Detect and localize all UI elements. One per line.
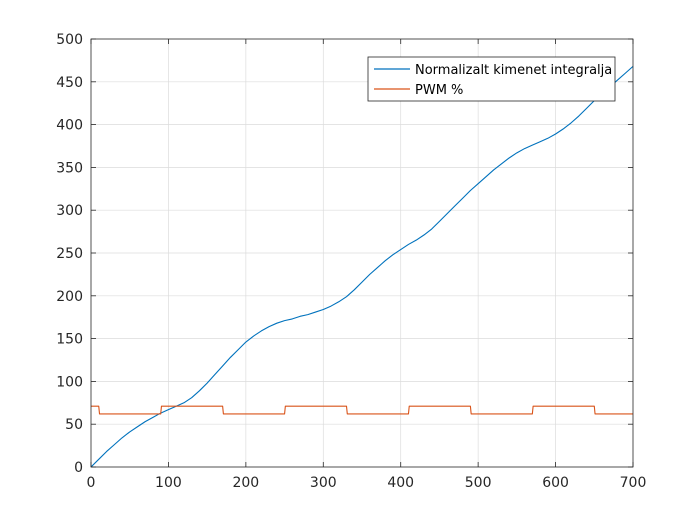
legend: Normalizalt kimenet integralja PWM %	[367, 56, 616, 102]
legend-entry-pwm: PWM %	[415, 83, 463, 98]
x-tick-label-6: 600	[542, 475, 569, 491]
y-tick-label-6: 300	[56, 203, 83, 219]
y-tick-label-4: 200	[56, 289, 83, 305]
y-tick-label-5: 250	[56, 246, 83, 262]
y-tick-label-2: 100	[56, 374, 83, 390]
x-tick-label-7: 700	[620, 475, 647, 491]
grid-lines	[91, 39, 633, 467]
axis-ticks	[90, 38, 634, 468]
series-line-1	[91, 405, 633, 415]
series-line-0	[90, 65, 634, 468]
y-tick-label-10: 500	[56, 32, 83, 48]
x-tick-labels: 0 100 200 300 400 500 600 700	[87, 475, 647, 491]
x-tick-label-3: 300	[310, 475, 337, 491]
x-tick-label-4: 400	[387, 475, 414, 491]
x-tick-label-5: 500	[465, 475, 492, 491]
y-tick-labels: 0 50 100 150 200 250 300 350 400 450 500	[56, 32, 83, 476]
y-tick-label-1: 50	[65, 417, 83, 433]
y-tick-label-3: 150	[56, 332, 83, 348]
series-lines	[90, 65, 634, 468]
x-tick-label-1: 100	[155, 475, 182, 491]
x-tick-label-2: 200	[232, 475, 259, 491]
y-tick-label-9: 450	[56, 75, 83, 91]
x-tick-label-0: 0	[87, 475, 96, 491]
y-tick-label-7: 350	[56, 160, 83, 176]
y-tick-label-8: 400	[56, 118, 83, 134]
legend-box	[367, 56, 616, 102]
legend-entry-normalizalt: Normalizalt kimenet integralja	[415, 63, 612, 78]
y-tick-label-0: 0	[74, 460, 83, 476]
